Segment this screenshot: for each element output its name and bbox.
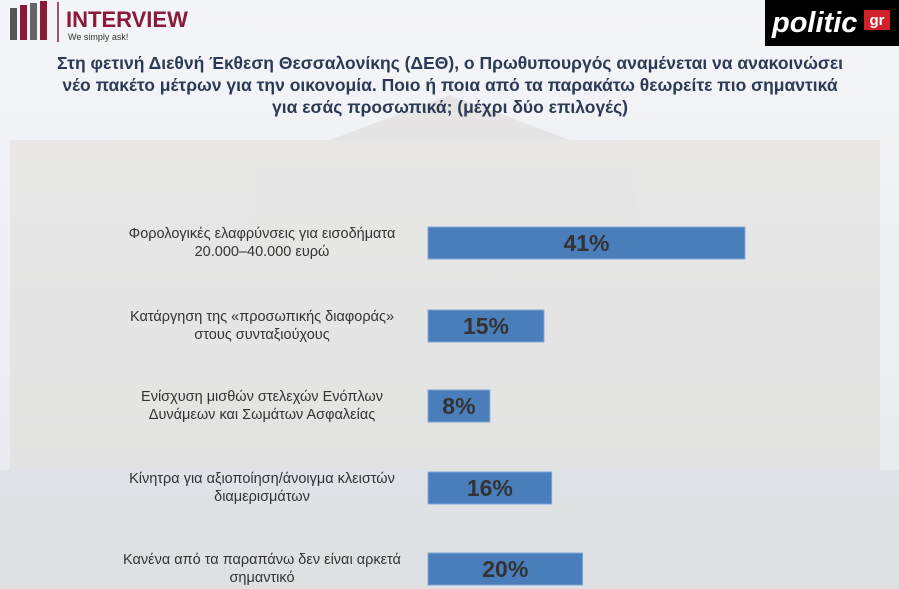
value-label: 41%	[563, 230, 609, 256]
value-label: 16%	[467, 475, 513, 501]
category-label: Ενίσχυση μισθών στελεχών Ενόπλων Δυνάμεω…	[141, 389, 383, 423]
value-label: 8%	[442, 393, 475, 419]
chart-title: Στη φετινή Διεθνή Έκθεση Θεσσαλονίκης (Δ…	[56, 53, 844, 117]
value-label: 20%	[482, 556, 528, 582]
brand-logo: INTERVIEW We simply ask!	[10, 1, 188, 42]
category-label: Κίνητρα για αξιοποίηση/άνοιγμα κλειστών …	[129, 471, 395, 505]
bar	[427, 471, 553, 505]
source-logo: politic gr	[765, 0, 899, 46]
value-label: 15%	[463, 313, 509, 339]
category-label: Κανένα από τα παραπάνω δεν είναι αρκετά …	[123, 552, 401, 586]
category-label: Φορολογικές ελαφρύνσεις για εισοδήματα 2…	[128, 226, 396, 260]
bar	[427, 552, 584, 586]
source: politic	[771, 7, 857, 39]
brand: INTERVIEW	[66, 7, 188, 32]
bar	[427, 309, 545, 343]
bar	[427, 389, 491, 423]
category-label: Κατάργηση της «προσωπικής διαφοράς» στου…	[129, 309, 395, 343]
tagline: We simply ask!	[68, 32, 128, 42]
bar	[427, 226, 746, 260]
source-suffix: gr	[870, 12, 885, 29]
